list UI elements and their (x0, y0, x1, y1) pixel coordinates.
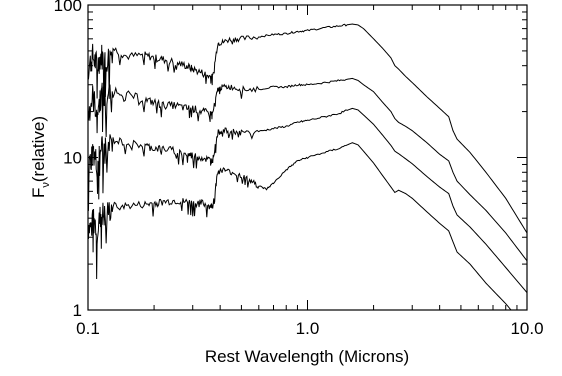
x-tick-label: 0.1 (76, 319, 100, 338)
series-layer (88, 23, 527, 310)
spectrum-line-2 (88, 77, 527, 262)
y-axis-label-main: F (29, 188, 48, 198)
y-tick-label: 1 (73, 301, 82, 320)
y-axis-label-sub: ν (40, 182, 52, 188)
x-tick-label: 10.0 (510, 319, 543, 338)
plot-frame (87, 4, 528, 311)
y-tick-label: 100 (54, 0, 82, 15)
spectrum-line-1 (88, 23, 527, 234)
spectrum-line-3 (88, 107, 527, 293)
tick-layer: 0.1 1.0 10.0 1 10 100 (54, 0, 544, 338)
x-tick-label: 1.0 (296, 319, 320, 338)
y-axis-label-rest: (relative) (29, 116, 48, 182)
spectrum-line-4 (88, 142, 512, 310)
x-axis-label: Rest Wavelength (Microns) (205, 347, 409, 366)
y-tick-label: 10 (63, 149, 82, 168)
y-axis-label: Fν(relative) (29, 116, 52, 198)
